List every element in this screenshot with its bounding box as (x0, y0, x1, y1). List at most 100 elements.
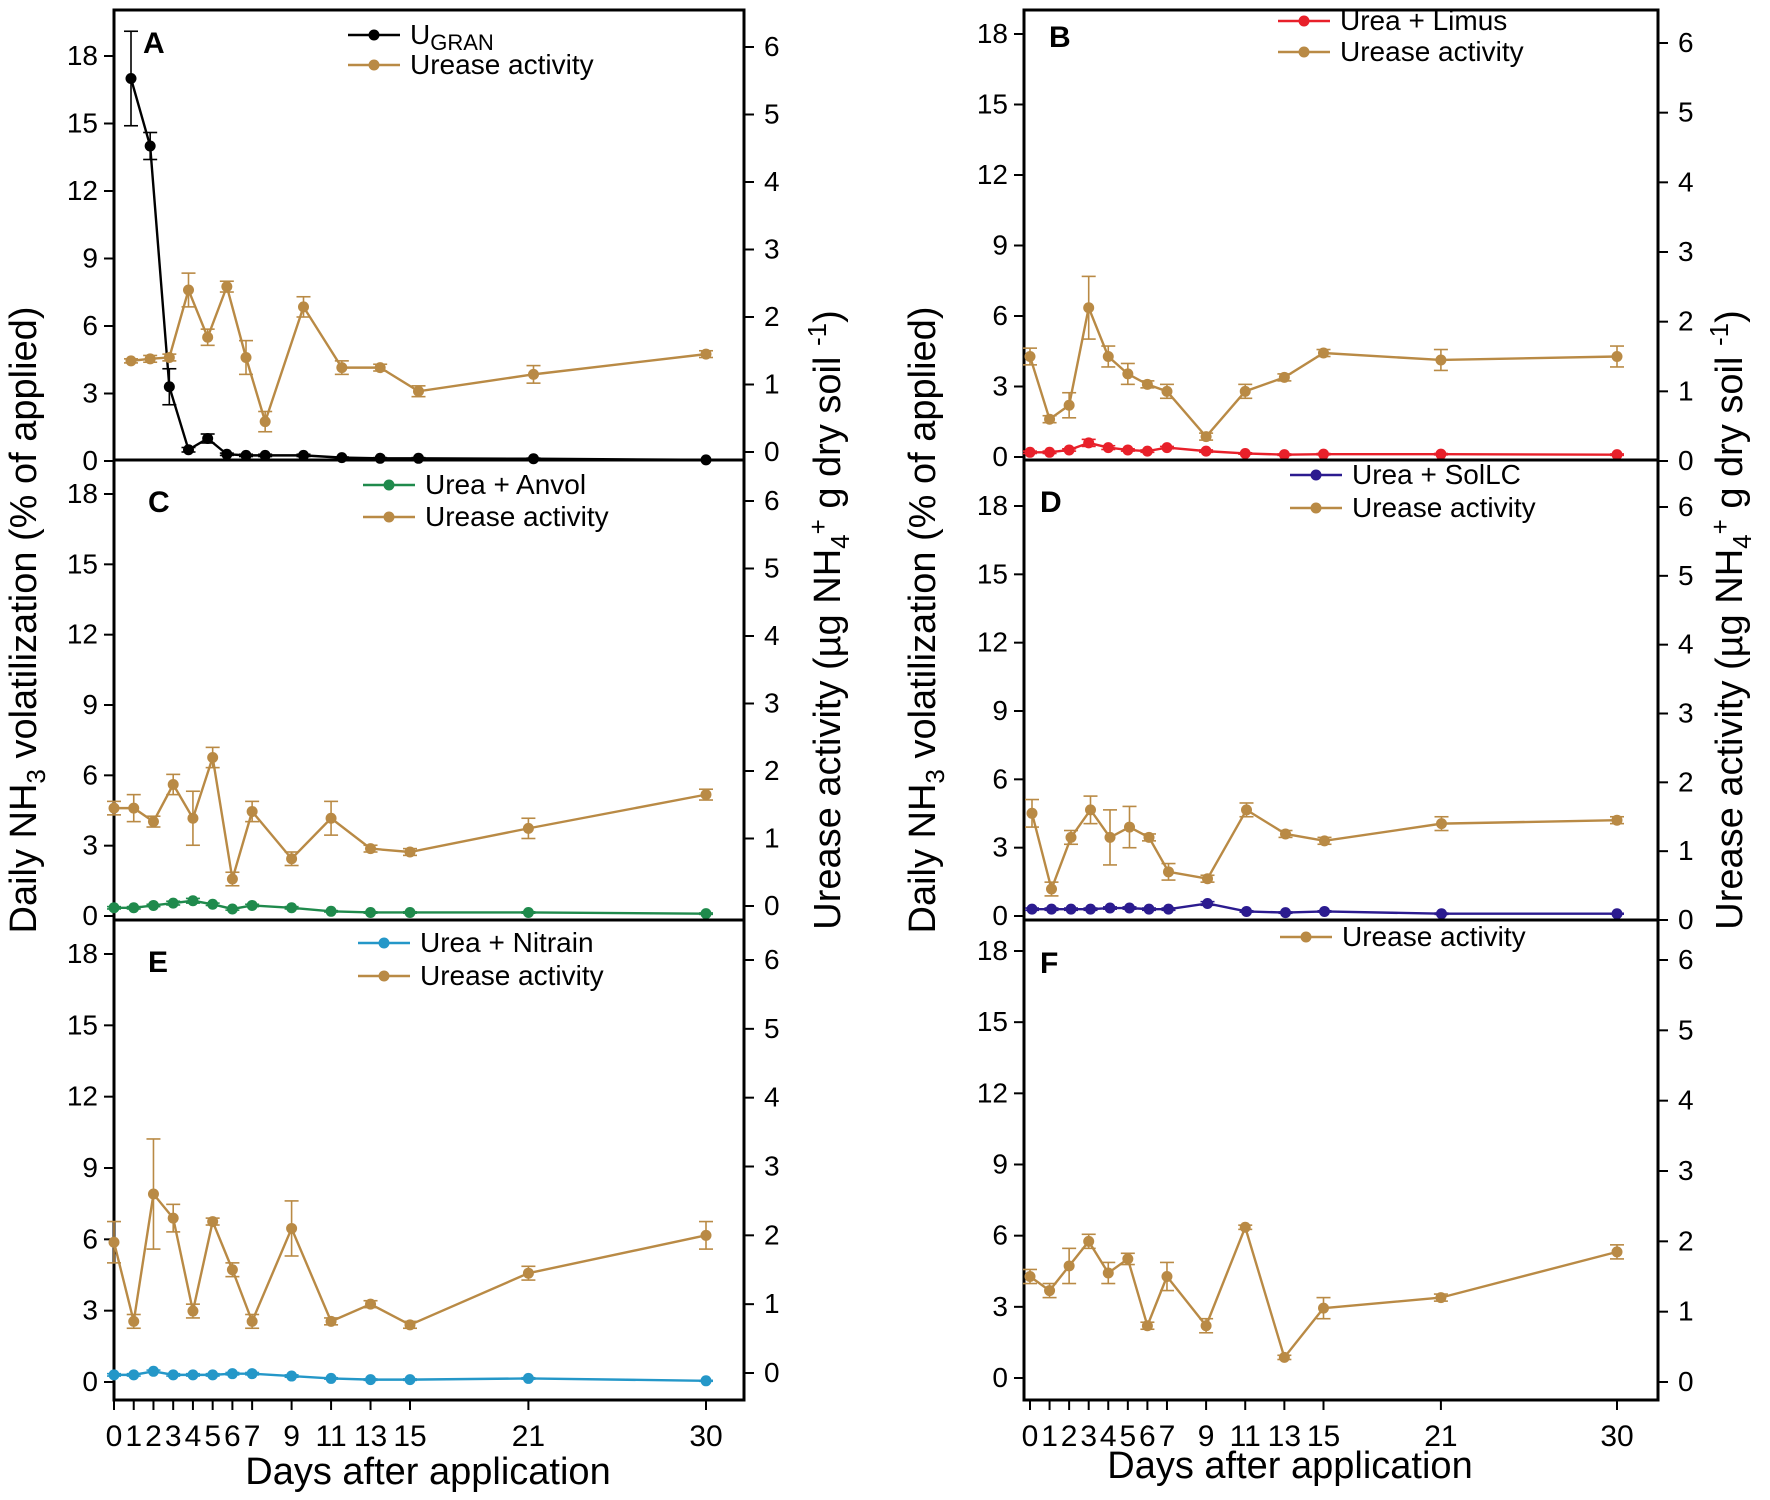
legend-label: Urea + SolLC (1352, 459, 1521, 490)
left-tick-label: 0 (992, 1362, 1008, 1393)
legend-entry: Urease activity (363, 501, 609, 532)
data-point (1124, 902, 1135, 914)
data-point (246, 1315, 258, 1327)
panel-label-B: B (1049, 21, 1071, 54)
right-axis-title-2: Urease activity (µg NH4+ g dry soil -1) (1704, 310, 1757, 929)
data-point (1044, 1285, 1056, 1297)
data-point (700, 1375, 712, 1387)
x-tick-label: 21 (512, 1420, 545, 1453)
right-axis-title-b: g dry soil (807, 346, 849, 519)
right-tick-label: 3 (764, 234, 780, 265)
left-tick-label: 18 (977, 18, 1008, 49)
legend-label: Urease activity (410, 49, 594, 80)
right-tick-label: 1 (764, 1288, 780, 1319)
legend-swatch-marker (368, 59, 380, 71)
legend-swatch-marker (378, 937, 390, 949)
data-point (286, 853, 298, 865)
data-point (183, 284, 194, 296)
left-tick-label: 15 (977, 558, 1008, 589)
right-tick-label: 0 (1678, 1366, 1694, 1397)
left-tick-label: 0 (82, 900, 98, 931)
x-tick-label: 1 (125, 1420, 142, 1453)
right-tick-label: 5 (1678, 1014, 1694, 1045)
left-tick-label: 0 (82, 1366, 98, 1397)
legend-label-main: Urease activity (1352, 492, 1536, 523)
left-tick-label: 12 (977, 1077, 1008, 1108)
data-point (1143, 831, 1155, 843)
data-point (1239, 447, 1251, 459)
x-axis-title: Days after application (245, 1451, 610, 1493)
data-point (108, 1236, 120, 1248)
x-tick-label: 2 (145, 1420, 162, 1453)
data-point (1161, 1271, 1173, 1282)
legend-label: Urease activity (1342, 921, 1526, 952)
left-tick-label: 18 (67, 40, 98, 71)
legend-entry: Urease activity (348, 49, 594, 80)
legend-swatch-marker (1310, 469, 1322, 481)
data-point (1063, 444, 1075, 456)
legend-label: Urease activity (425, 501, 609, 532)
legend-label: UGRAN (410, 19, 494, 55)
left-tick-label: 0 (82, 445, 98, 476)
data-point (1122, 368, 1134, 380)
right-axis-title: Urease activity (µg NH4+ g dry soil -1) (802, 310, 855, 929)
data-point (522, 1267, 534, 1279)
data-point (1163, 866, 1174, 878)
x-tick-label: 0 (1022, 1420, 1039, 1453)
series-urease-A (124, 272, 713, 433)
data-point (1435, 1292, 1447, 1304)
left-tick-label: 9 (992, 695, 1008, 726)
x-tick-label: 13 (354, 1420, 387, 1453)
left-tick-label: 3 (992, 371, 1008, 402)
right-tick-label: 4 (1678, 166, 1694, 197)
data-point (413, 452, 424, 464)
data-point (1102, 351, 1114, 362)
data-point (1435, 354, 1447, 366)
data-point (325, 812, 337, 824)
panel-F-frame (1022, 918, 1660, 1402)
x-tick-label: 6 (224, 1420, 241, 1453)
right-axis-title-sup: + (803, 519, 833, 534)
right-axis-title-2-a: Urease activity (µg NH (1709, 549, 1751, 930)
left-tick-label: 12 (977, 159, 1008, 190)
legend-swatch-marker (1300, 931, 1312, 943)
left-tick-label: 12 (67, 175, 98, 206)
data-point (413, 385, 424, 397)
left-tick-label: 15 (67, 1009, 98, 1040)
data-point (700, 348, 712, 360)
data-point (286, 902, 298, 914)
data-point (187, 1305, 199, 1317)
data-point (700, 789, 712, 801)
series-urease-E (107, 1138, 713, 1331)
right-tick-label: 6 (764, 944, 780, 975)
right-axis-title-2-sub: 4 (1727, 534, 1757, 548)
data-point (1143, 903, 1155, 915)
legend-entry: Urease activity (1290, 492, 1536, 523)
data-point (365, 1298, 377, 1310)
x-tick-label: 5 (1119, 1420, 1136, 1453)
legend-entry: Urease activity (358, 960, 604, 991)
data-point (522, 1372, 534, 1384)
data-point (365, 906, 377, 918)
data-point (1085, 804, 1096, 816)
right-tick-label: 6 (1678, 491, 1694, 522)
left-tick-label: 3 (82, 1295, 98, 1326)
data-point (1200, 1320, 1212, 1332)
data-point (1063, 1260, 1075, 1272)
panel-label-D: D (1040, 486, 1062, 519)
data-point (1436, 908, 1447, 920)
data-point (128, 902, 140, 914)
data-point (1200, 431, 1212, 443)
right-tick-label: 2 (1678, 766, 1694, 797)
left-tick-label: 6 (992, 763, 1008, 794)
right-tick-label: 0 (1678, 904, 1694, 935)
x-tick-label: 7 (244, 1420, 261, 1453)
data-point (1611, 449, 1623, 461)
legend-entry: Urea + Anvol (363, 469, 586, 500)
data-point (1102, 1267, 1114, 1279)
panel-label-C: C (148, 486, 170, 519)
right-axis-title-2-close: ) (1709, 310, 1751, 323)
legend-label-main: Urease activity (1342, 921, 1526, 952)
